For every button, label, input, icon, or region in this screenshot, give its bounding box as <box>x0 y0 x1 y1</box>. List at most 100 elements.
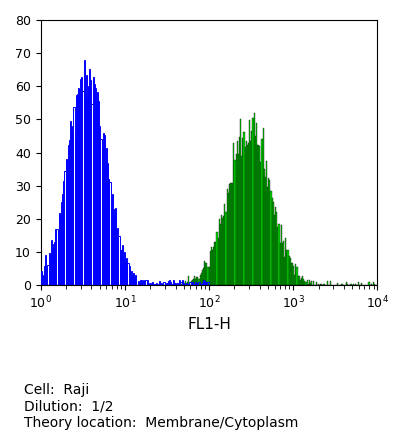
Bar <box>316 282 317 285</box>
Bar <box>292 263 293 285</box>
Bar <box>88 86 89 285</box>
Bar <box>164 284 166 285</box>
Bar <box>156 283 157 285</box>
Bar <box>151 283 152 285</box>
Bar <box>173 279 174 285</box>
Bar <box>200 275 201 285</box>
Bar <box>59 213 60 285</box>
Bar <box>143 280 144 285</box>
Bar <box>50 254 51 285</box>
Bar <box>213 247 214 285</box>
Bar <box>115 208 116 285</box>
Bar <box>225 212 227 285</box>
Bar <box>177 284 178 285</box>
Bar <box>236 155 237 285</box>
Bar <box>117 228 118 285</box>
Bar <box>275 207 276 285</box>
Bar <box>219 219 220 285</box>
Bar <box>274 215 275 285</box>
Bar <box>187 284 188 285</box>
Bar <box>106 148 107 285</box>
Bar <box>205 283 206 285</box>
Bar <box>62 194 63 285</box>
Bar <box>282 243 283 285</box>
Bar <box>196 277 197 285</box>
Bar <box>113 209 114 285</box>
Bar <box>99 125 101 285</box>
Bar <box>52 247 53 285</box>
Bar <box>195 279 196 285</box>
Bar <box>281 225 282 285</box>
Bar <box>81 77 82 285</box>
Bar <box>95 88 96 285</box>
Bar <box>87 99 88 285</box>
Bar <box>140 280 141 285</box>
Bar <box>266 161 267 285</box>
Bar <box>148 284 149 285</box>
Bar <box>353 284 354 285</box>
Bar <box>276 212 277 285</box>
Bar <box>63 181 64 285</box>
Bar <box>258 145 259 285</box>
Bar <box>46 268 48 285</box>
Bar <box>174 283 175 285</box>
Bar <box>167 283 168 285</box>
Bar <box>118 236 120 285</box>
Bar <box>305 282 307 285</box>
Bar <box>302 276 303 285</box>
Bar <box>68 145 69 285</box>
Bar <box>287 250 288 285</box>
Bar <box>368 282 370 285</box>
Bar <box>70 121 71 285</box>
Bar <box>134 279 135 285</box>
Bar <box>217 232 218 285</box>
Bar <box>207 266 208 285</box>
Bar <box>57 229 58 285</box>
Bar <box>310 283 311 285</box>
Bar <box>261 139 263 285</box>
Bar <box>126 258 127 285</box>
Bar <box>229 184 230 285</box>
Bar <box>355 284 356 285</box>
Bar <box>223 216 224 285</box>
Bar <box>191 280 193 285</box>
Bar <box>251 131 252 285</box>
Bar <box>128 266 130 285</box>
Bar <box>104 135 105 285</box>
Bar <box>114 213 115 285</box>
Bar <box>285 238 286 285</box>
Bar <box>212 250 213 285</box>
Bar <box>300 279 301 285</box>
Bar <box>273 202 274 285</box>
Bar <box>98 102 99 285</box>
Bar <box>131 271 132 285</box>
Bar <box>80 79 81 285</box>
Bar <box>291 263 292 285</box>
Bar <box>97 92 98 285</box>
Bar <box>61 202 62 285</box>
Bar <box>210 251 211 285</box>
Bar <box>374 284 375 285</box>
Bar <box>58 230 59 285</box>
Bar <box>373 282 374 285</box>
Bar <box>294 275 295 285</box>
Bar <box>341 284 343 285</box>
Bar <box>202 283 203 285</box>
Bar <box>304 281 305 285</box>
Bar <box>228 194 229 285</box>
Bar <box>125 261 126 285</box>
Bar <box>271 198 273 285</box>
Bar <box>77 94 78 285</box>
Bar <box>240 118 241 285</box>
Bar <box>191 283 193 285</box>
Bar <box>154 284 156 285</box>
Bar <box>135 275 137 285</box>
Bar <box>290 259 291 285</box>
Bar <box>67 167 68 285</box>
Bar <box>198 283 200 285</box>
Bar <box>295 264 297 285</box>
Bar <box>93 77 94 285</box>
Bar <box>170 283 171 285</box>
Bar <box>198 279 200 285</box>
Bar <box>204 282 205 285</box>
